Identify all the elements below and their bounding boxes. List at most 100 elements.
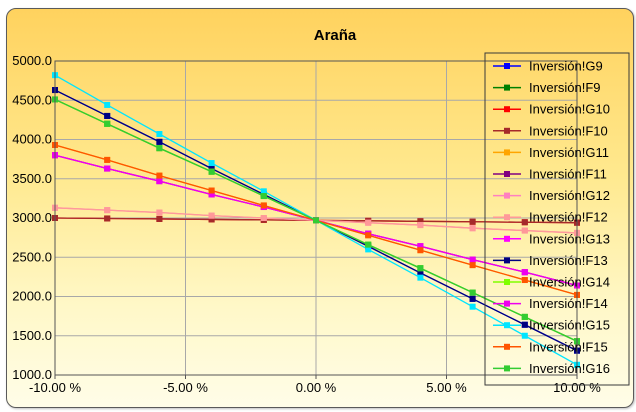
data-point bbox=[260, 215, 267, 221]
legend-marker bbox=[504, 171, 510, 177]
data-point bbox=[260, 202, 267, 209]
data-point bbox=[156, 178, 163, 185]
legend-label: Inversión!F14 bbox=[529, 296, 608, 311]
legend-label: Inversión!F12 bbox=[529, 210, 608, 225]
data-point bbox=[208, 168, 215, 175]
x-tick-label: 0.00 % bbox=[296, 380, 337, 395]
y-tick-label: 5000.0 bbox=[12, 53, 52, 68]
y-tick-label: 3000.0 bbox=[12, 210, 52, 225]
data-point bbox=[260, 188, 267, 195]
data-point bbox=[521, 321, 528, 328]
data-point bbox=[469, 256, 476, 263]
y-tick-label: 3500.0 bbox=[12, 171, 52, 186]
legend-label: Inversión!F9 bbox=[529, 80, 601, 95]
legend-label: Inversión!F15 bbox=[529, 339, 608, 354]
data-point bbox=[521, 313, 528, 320]
chart-frame: Araña 1000.0 1500.0 2000.0 2500.0 3000.0 3500… bbox=[6, 8, 634, 408]
data-point bbox=[365, 232, 372, 239]
data-point bbox=[208, 191, 215, 198]
legend-marker bbox=[504, 127, 510, 134]
legend-marker bbox=[504, 300, 510, 307]
data-point bbox=[156, 209, 163, 216]
data-point bbox=[417, 222, 424, 229]
data-point bbox=[417, 247, 424, 254]
legend-label: Inversión!G16 bbox=[529, 361, 610, 376]
legend-box bbox=[484, 52, 630, 386]
y-tick-label: 4500.0 bbox=[12, 92, 52, 107]
legend-marker bbox=[504, 63, 510, 69]
legend-marker bbox=[504, 257, 510, 264]
data-point bbox=[417, 269, 424, 276]
data-point bbox=[521, 332, 528, 339]
data-point bbox=[469, 225, 476, 232]
legend-label: Inversión!G9 bbox=[529, 59, 603, 74]
data-point bbox=[417, 218, 424, 225]
data-point bbox=[365, 241, 372, 248]
data-point bbox=[156, 138, 163, 145]
data-point bbox=[104, 207, 111, 214]
data-point bbox=[469, 218, 476, 225]
data-point bbox=[469, 303, 476, 310]
data-point bbox=[208, 216, 215, 223]
data-point bbox=[469, 295, 476, 302]
data-point bbox=[469, 262, 476, 269]
data-point bbox=[521, 219, 528, 226]
legend-marker bbox=[504, 214, 510, 221]
legend-marker bbox=[504, 149, 510, 156]
legend-marker bbox=[504, 343, 510, 350]
data-point bbox=[104, 215, 111, 222]
data-point bbox=[156, 131, 163, 138]
data-point bbox=[208, 160, 215, 167]
legend-label: Inversión!G13 bbox=[529, 231, 610, 246]
data-point bbox=[469, 289, 476, 296]
data-point bbox=[104, 120, 111, 127]
data-point bbox=[365, 246, 372, 253]
data-point bbox=[313, 217, 319, 224]
data-point bbox=[521, 277, 528, 284]
legend-label: Inversión!G10 bbox=[529, 102, 610, 117]
data-point bbox=[521, 227, 528, 234]
data-point bbox=[365, 219, 372, 226]
legend-marker bbox=[504, 322, 510, 329]
line-chart: Araña 1000.0 1500.0 2000.0 2500.0 3000.0 3500… bbox=[12, 27, 630, 395]
data-point bbox=[208, 187, 215, 194]
x-tick-label: -10.00 % bbox=[29, 380, 81, 395]
x-tick-label: -5.00 % bbox=[163, 380, 208, 395]
data-point bbox=[104, 101, 111, 108]
y-tick-label: 4000.0 bbox=[12, 132, 52, 147]
plot-area-border bbox=[54, 60, 578, 376]
legend-label: Inversión!G14 bbox=[529, 275, 610, 290]
legend-marker bbox=[504, 84, 510, 91]
legend-marker bbox=[504, 365, 510, 372]
data-point bbox=[417, 274, 424, 281]
legend-marker bbox=[504, 192, 510, 199]
legend-label: Inversión!G15 bbox=[529, 318, 610, 333]
data-point bbox=[104, 156, 111, 163]
legend-label: Inversión!F13 bbox=[529, 253, 608, 268]
data-point bbox=[417, 243, 424, 250]
y-tick-label: 2500.0 bbox=[12, 249, 52, 264]
data-point bbox=[208, 212, 215, 219]
legend-marker bbox=[504, 235, 510, 242]
legend-label: Inversión!G12 bbox=[529, 188, 610, 203]
chart-title: Araña bbox=[314, 27, 357, 44]
data-point bbox=[156, 172, 163, 179]
legend-marker bbox=[504, 279, 510, 285]
x-tick-label: 10.00 % bbox=[553, 380, 601, 395]
data-point bbox=[104, 112, 111, 119]
y-tick-label: 1500.0 bbox=[12, 328, 52, 343]
legend-label: Inversión!F10 bbox=[529, 123, 608, 138]
data-point bbox=[156, 145, 163, 152]
data-point bbox=[104, 165, 111, 172]
data-point bbox=[417, 265, 424, 272]
y-tick-label: 1000.0 bbox=[12, 367, 52, 382]
data-point bbox=[260, 193, 267, 200]
data-point bbox=[208, 165, 215, 172]
legend-label: Inversión!F11 bbox=[529, 167, 607, 182]
data-point bbox=[521, 269, 528, 276]
x-tick-label: 5.00 % bbox=[426, 380, 467, 395]
data-point bbox=[156, 215, 163, 222]
legend-marker bbox=[504, 106, 510, 113]
y-tick-label: 2000.0 bbox=[12, 289, 52, 304]
legend-label: Inversión!G11 bbox=[529, 145, 609, 160]
